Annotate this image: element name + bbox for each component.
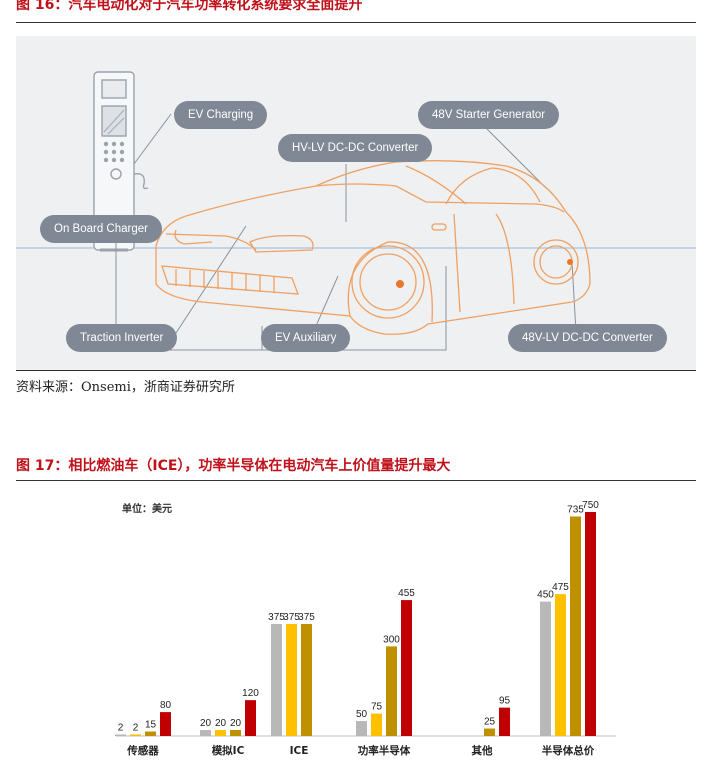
data-label: 375: [268, 612, 285, 623]
data-label: 300: [383, 634, 400, 645]
bar-0-3: [160, 712, 171, 736]
car-outline-icon: [155, 160, 591, 335]
title-rule-2: [16, 480, 696, 481]
data-label: 120: [242, 688, 259, 699]
bar-5-2: [570, 516, 581, 736]
bar-5-0: [540, 601, 551, 736]
ev-power-system-diagram: EV Charging 48V Starter Generator HV-LV …: [16, 36, 696, 370]
data-label: 2: [118, 723, 124, 734]
category-label: 传感器: [126, 744, 159, 757]
data-label: 50: [356, 709, 368, 720]
car-illustration: [16, 71, 696, 351]
bar-3-0: [356, 721, 367, 736]
label-hv-lv-dc-dc-converter: HV-LV DC-DC Converter: [278, 134, 433, 162]
diagram-bottom-rule: [16, 370, 696, 371]
charger-station-icon: [93, 71, 149, 252]
data-label: 735: [567, 504, 584, 515]
bar-1-0: [200, 730, 211, 736]
unit-label: 单位：美元: [122, 502, 172, 515]
data-label: 20: [200, 718, 212, 729]
bar-3-3: [401, 600, 412, 736]
bar-4-3: [499, 707, 510, 736]
figure-16-title: 图 16：汽车电动化对于汽车功率转化系统要求全面提升: [16, 0, 363, 13]
label-ev-auxiliary: EV Auxiliary: [261, 324, 351, 352]
data-label: 25: [484, 717, 496, 728]
label-traction-inverter: Traction Inverter: [66, 324, 178, 352]
bar-1-1: [215, 730, 226, 736]
bar-0-2: [145, 731, 156, 736]
label-48v-starter-generator: 48V Starter Generator: [418, 101, 560, 129]
bar-2-2: [301, 624, 312, 736]
title-rule: [16, 22, 696, 23]
bar-4-2: [484, 728, 495, 736]
category-label: ICE: [290, 745, 309, 757]
data-label: 95: [499, 696, 511, 707]
data-label: 455: [398, 588, 415, 599]
bar-5-3: [585, 512, 596, 736]
label-48v-lv-dc-dc-converter: 48V-LV DC-DC Converter: [508, 324, 667, 352]
label-on-board-charger: On Board Charger: [40, 215, 162, 243]
data-label: 75: [371, 702, 383, 713]
source-note: 资料来源：Onsemi，浙商证券研究所: [16, 380, 235, 395]
data-label: 375: [298, 612, 315, 623]
data-label: 20: [230, 718, 242, 729]
data-label: 475: [552, 582, 569, 593]
category-label: 其他: [472, 744, 493, 757]
data-label: 80: [160, 700, 172, 711]
category-label: 半导体总价: [542, 744, 595, 757]
bar-0-1: [130, 734, 141, 736]
bar-5-1: [555, 594, 566, 736]
bar-2-0: [271, 624, 282, 736]
data-label: 375: [283, 612, 300, 623]
data-label: 15: [145, 720, 157, 731]
bar-0-0: [115, 734, 126, 736]
figure-17-title: 图 17：相比燃油车（ICE），功率半导体在电动汽车上价值量提升最大: [16, 458, 451, 474]
bar-2-1: [286, 624, 297, 736]
semiconductor-value-chart: 单位：美元 2 2 15 80 20 20 20 120 375 375 375 50 75 300 455…: [16, 486, 696, 768]
bar-3-1: [371, 713, 382, 736]
data-label: 2: [133, 723, 139, 734]
bar-1-2: [230, 730, 241, 736]
bar-3-2: [386, 646, 397, 736]
data-label: 450: [537, 590, 554, 601]
category-label: 模拟IC: [212, 744, 245, 757]
data-label: 20: [215, 718, 227, 729]
label-ev-charging: EV Charging: [174, 101, 268, 129]
data-label: 750: [582, 500, 599, 511]
category-label: 功率半导体: [358, 744, 411, 757]
bar-1-3: [245, 700, 256, 736]
